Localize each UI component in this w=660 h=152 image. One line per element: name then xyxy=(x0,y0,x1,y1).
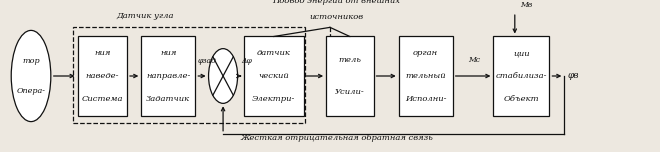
Ellipse shape xyxy=(11,30,51,122)
Text: тельный: тельный xyxy=(405,72,446,80)
Bar xyxy=(73,27,305,123)
Text: Жесткая отрицательная обратная связь: Жесткая отрицательная обратная связь xyxy=(240,134,433,142)
Bar xyxy=(326,36,374,116)
Text: Подвод энергии от внешних: Подвод энергии от внешних xyxy=(273,0,401,5)
Text: φв: φв xyxy=(568,71,579,81)
Bar xyxy=(244,36,304,116)
Ellipse shape xyxy=(209,49,238,103)
Text: направле-: направле- xyxy=(146,72,191,80)
Text: Задатчик: Задатчик xyxy=(147,95,190,103)
Text: тель: тель xyxy=(339,56,361,64)
Text: источников: источников xyxy=(310,13,364,21)
Text: Усили-: Усили- xyxy=(335,88,365,96)
Text: ния: ния xyxy=(160,49,176,57)
Text: Mв: Mв xyxy=(520,1,533,9)
Text: ции: ции xyxy=(513,49,530,57)
Text: датчик: датчик xyxy=(257,49,291,57)
Text: ческий: ческий xyxy=(259,72,289,80)
Text: φзад: φзад xyxy=(197,57,216,65)
Text: Δφ: Δφ xyxy=(241,57,251,65)
Text: Объект: Объект xyxy=(504,95,539,103)
Bar xyxy=(141,36,195,116)
Text: ния: ния xyxy=(94,49,110,57)
Text: Датчик угла: Датчик угла xyxy=(116,12,174,20)
Text: Исполни-: Исполни- xyxy=(405,95,446,103)
Text: Опера-: Опера- xyxy=(16,87,46,95)
Text: Mс: Mс xyxy=(468,56,480,64)
Text: Система: Система xyxy=(82,95,123,103)
Bar xyxy=(494,36,549,116)
Text: стабилиза-: стабилиза- xyxy=(496,72,547,80)
Text: тор: тор xyxy=(22,57,40,65)
Bar xyxy=(399,36,453,116)
Bar xyxy=(78,36,127,116)
Text: Электри-: Электри- xyxy=(252,95,296,103)
Text: орган: орган xyxy=(413,49,438,57)
Text: наведе-: наведе- xyxy=(86,72,119,80)
